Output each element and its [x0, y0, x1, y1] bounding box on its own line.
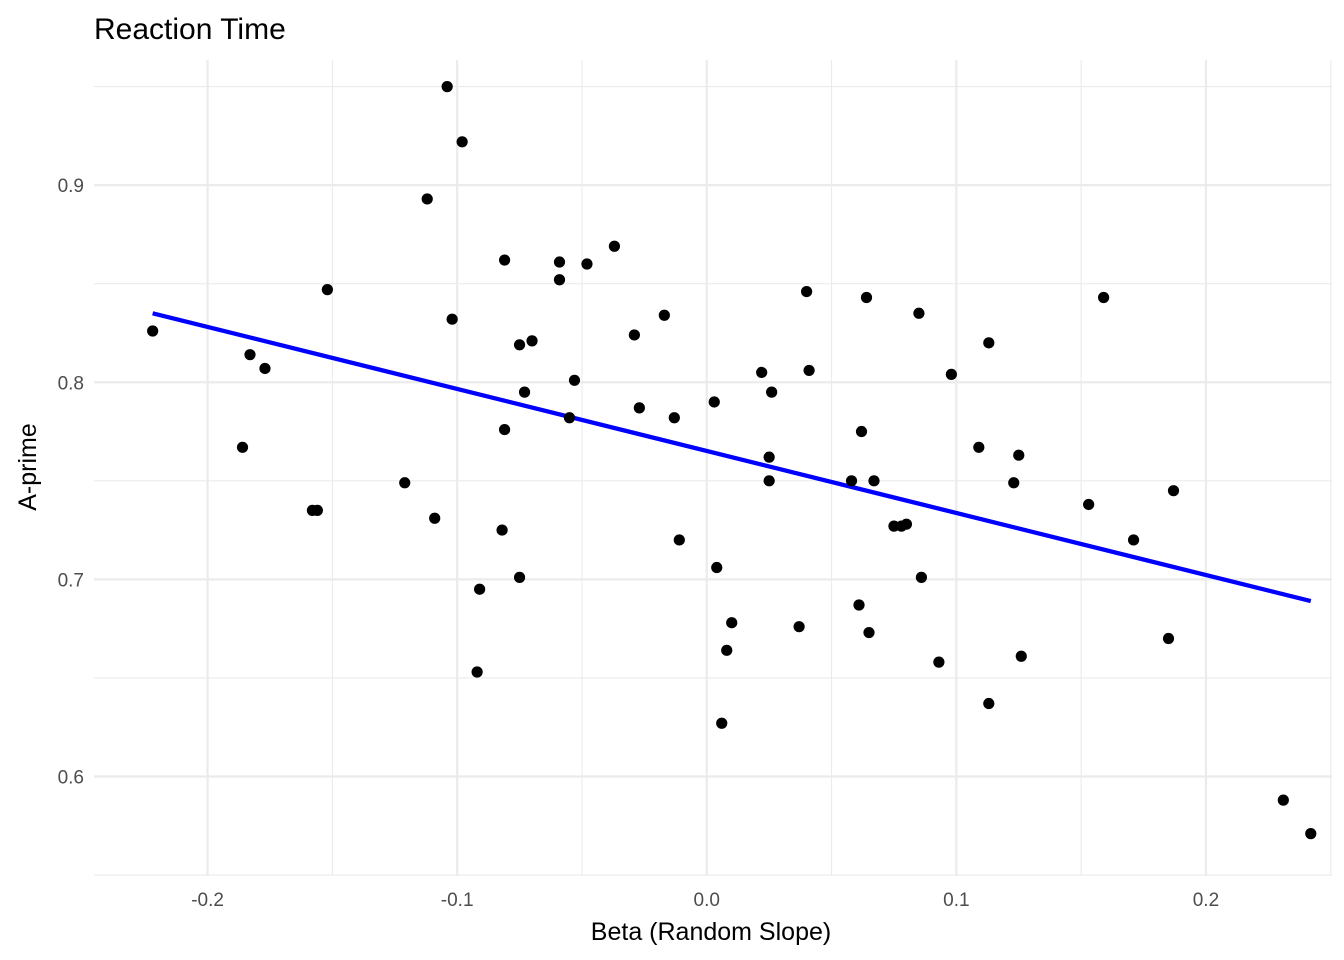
data-point: [526, 335, 538, 347]
data-point: [563, 412, 576, 424]
data-point: [756, 366, 768, 379]
data-point: [446, 313, 458, 325]
data-point: [793, 621, 805, 633]
data-point: [763, 475, 775, 487]
data-point: [673, 534, 685, 546]
data-point: [498, 423, 511, 436]
x-tick-label: 0.2: [1193, 890, 1219, 911]
data-point: [800, 285, 813, 298]
data-point: [608, 240, 621, 252]
x-tick-label: -0.2: [191, 890, 224, 911]
y-axis-title: A-prime: [14, 423, 42, 511]
x-axis-tick-labels: -0.2 -0.1 0.0 0.1 0.2: [191, 890, 1219, 911]
data-point: [1015, 650, 1027, 662]
data-point: [803, 364, 815, 377]
data-point: [1098, 291, 1110, 304]
data-point: [983, 337, 995, 349]
data-point: [471, 666, 483, 678]
regression-line: [152, 311, 1312, 604]
y-axis-tick-labels: 0.6 0.7 0.8 0.9: [58, 176, 84, 788]
data-point: [973, 441, 985, 453]
data-point: [900, 518, 913, 530]
data-point: [553, 256, 566, 268]
data-point: [1162, 632, 1175, 645]
chart-title: Reaction Time: [94, 13, 286, 46]
data-point: [311, 504, 323, 516]
data-point: [518, 386, 531, 398]
data-point: [321, 284, 333, 296]
data-point: [633, 402, 645, 414]
data-point: [1277, 794, 1289, 806]
data-point: [708, 396, 720, 408]
data-point: [456, 136, 468, 148]
data-point: [513, 571, 526, 583]
y-tick-label: 0.6: [58, 767, 84, 788]
data-point: [726, 617, 738, 629]
data-point: [945, 368, 957, 380]
data-point: [1013, 449, 1025, 461]
data-point: [860, 291, 873, 304]
data-point: [913, 307, 925, 319]
data-point: [1083, 498, 1095, 511]
data-point: [513, 339, 526, 351]
data-point: [721, 644, 733, 656]
data-point: [474, 583, 486, 595]
y-tick-label: 0.9: [58, 176, 84, 197]
data-point: [244, 349, 256, 361]
y-tick-label: 0.7: [58, 570, 84, 591]
data-point: [421, 193, 433, 205]
data-point: [581, 258, 593, 270]
data-point: [915, 571, 928, 583]
y-tick-label: 0.8: [58, 373, 84, 394]
data-point: [236, 441, 249, 453]
data-point: [1127, 534, 1140, 546]
data-points: [147, 81, 1317, 840]
data-point: [763, 451, 775, 463]
data-point: [628, 329, 640, 341]
data-point: [868, 475, 880, 487]
x-tick-label: 0.0: [694, 890, 720, 911]
data-point: [933, 656, 945, 668]
gridlines: [94, 60, 1332, 876]
x-tick-label: -0.1: [441, 890, 474, 911]
data-point: [1008, 477, 1020, 489]
data-point: [845, 475, 858, 487]
data-point: [658, 309, 670, 321]
data-point: [399, 477, 411, 489]
data-point: [855, 425, 868, 438]
data-point: [1305, 828, 1317, 840]
data-point: [498, 254, 511, 266]
x-axis-title: Beta (Random Slope): [591, 918, 831, 946]
data-point: [716, 717, 728, 729]
data-point: [983, 697, 995, 710]
data-point: [496, 524, 508, 536]
data-point: [568, 374, 581, 386]
data-point: [863, 626, 875, 639]
data-point: [766, 386, 778, 398]
data-point: [147, 325, 159, 337]
data-point: [853, 599, 865, 611]
regression-line-group: [152, 311, 1312, 604]
data-point: [441, 81, 453, 93]
x-tick-label: 0.1: [943, 890, 969, 911]
data-point: [668, 412, 680, 424]
data-point: [711, 561, 723, 574]
data-point: [1167, 485, 1180, 497]
data-point: [429, 512, 441, 524]
data-point: [553, 274, 566, 286]
data-point: [259, 362, 271, 375]
